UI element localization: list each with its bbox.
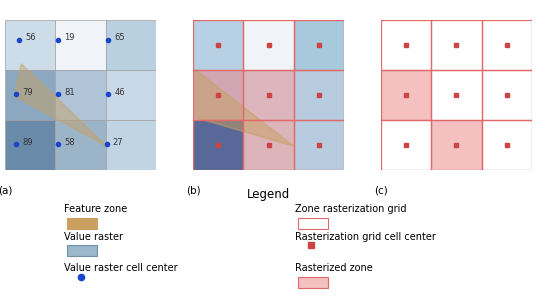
Bar (106, 70, 156, 120)
Bar (55, 120, 106, 170)
Text: 19: 19 (64, 33, 75, 42)
Bar (482, 120, 532, 170)
Bar (294, 20, 344, 70)
Bar (243, 120, 294, 170)
Bar (5, 20, 55, 70)
Bar (298, 277, 328, 288)
Bar (106, 120, 156, 170)
Bar (5, 120, 55, 170)
Bar (55, 70, 106, 120)
Bar (5, 70, 55, 120)
Bar (298, 218, 328, 229)
Bar (243, 120, 294, 170)
Text: 27: 27 (113, 138, 124, 147)
Bar (482, 120, 532, 170)
Text: Zone rasterization grid: Zone rasterization grid (295, 204, 407, 214)
Bar (381, 20, 431, 70)
Bar (243, 70, 294, 120)
Bar (482, 20, 532, 70)
Bar (67, 245, 97, 256)
Text: 79: 79 (23, 88, 33, 97)
Bar (381, 70, 431, 120)
Bar (193, 70, 243, 120)
Bar (67, 218, 97, 229)
Bar (243, 120, 294, 170)
Text: 81: 81 (64, 88, 75, 97)
Text: Rasterization grid cell center: Rasterization grid cell center (295, 232, 436, 241)
Text: Value raster: Value raster (64, 232, 124, 241)
Text: Legend: Legend (247, 187, 290, 200)
Bar (294, 20, 344, 70)
Bar (193, 120, 243, 170)
Polygon shape (196, 70, 294, 146)
Polygon shape (14, 64, 107, 146)
Text: Rasterized zone: Rasterized zone (295, 263, 373, 273)
Text: Value raster cell center: Value raster cell center (64, 263, 178, 273)
Bar (193, 20, 243, 70)
Bar (193, 20, 243, 70)
Bar (294, 70, 344, 120)
Bar (431, 120, 482, 170)
Bar (243, 20, 294, 70)
Text: 58: 58 (64, 138, 75, 147)
Text: Feature zone: Feature zone (64, 204, 128, 214)
Bar (193, 120, 243, 170)
Bar (431, 70, 482, 120)
Bar (381, 70, 431, 120)
Bar (294, 70, 344, 120)
Text: 65: 65 (114, 33, 125, 42)
Text: (b): (b) (186, 185, 200, 195)
Bar (193, 70, 243, 120)
Bar (381, 120, 431, 170)
Bar (294, 120, 344, 170)
Text: 89: 89 (23, 138, 33, 147)
Bar (106, 20, 156, 70)
Bar (431, 70, 482, 120)
Bar (431, 20, 482, 70)
Bar (381, 120, 431, 170)
Bar (482, 70, 532, 120)
Bar (243, 70, 294, 120)
Bar (243, 70, 294, 120)
Text: (c): (c) (374, 185, 388, 195)
Bar (431, 120, 482, 170)
Bar (193, 70, 243, 120)
Bar (431, 20, 482, 70)
Bar (431, 120, 482, 170)
Bar (294, 120, 344, 170)
Text: 56: 56 (25, 33, 36, 42)
Bar (243, 20, 294, 70)
Bar (482, 20, 532, 70)
Text: 46: 46 (114, 88, 125, 97)
Bar (381, 70, 431, 120)
Bar (381, 20, 431, 70)
Bar (482, 70, 532, 120)
Bar (55, 20, 106, 70)
Text: (a): (a) (0, 185, 12, 195)
